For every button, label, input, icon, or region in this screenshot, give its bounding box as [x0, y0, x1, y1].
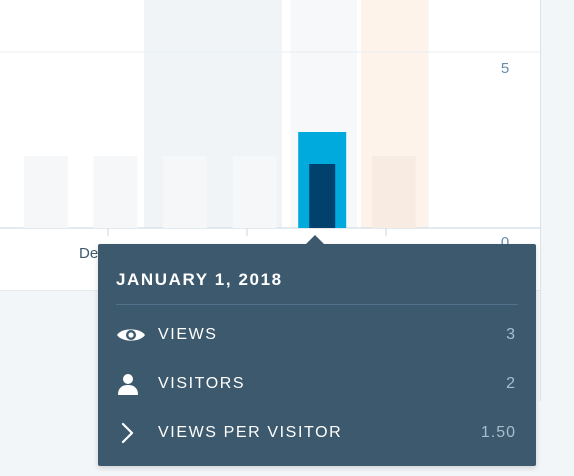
eye-icon — [116, 323, 146, 347]
empty-bar — [371, 156, 416, 228]
tooltip-row-value: 3 — [506, 326, 516, 343]
tooltip-row-value: 2 — [506, 375, 516, 392]
tooltip-row-visitors: VISITORS 2 — [116, 372, 516, 396]
tooltip-row-views-per-visitor: VIEWS PER VISITOR 1.50 — [116, 421, 516, 445]
tooltip-date: JANUARY 1, 2018 — [116, 270, 283, 289]
chevron-right-icon — [116, 421, 146, 445]
empty-bar — [163, 156, 207, 228]
x-axis-tick-label: De — [79, 245, 98, 262]
tooltip-arrow — [306, 235, 324, 244]
bar-chart: 5 0 De — [0, 0, 540, 262]
tooltip-row-label: VIEWS — [158, 326, 218, 343]
person-icon — [116, 372, 146, 396]
y-axis-tick-label: 0 — [501, 234, 509, 251]
empty-bar — [23, 156, 68, 228]
y-axis-tick-label: 5 — [501, 60, 509, 77]
tooltip-row-label: VIEWS PER VISITOR — [158, 424, 343, 441]
stats-chart-card: 5 0 De — [0, 0, 541, 401]
tooltip-row-views: VIEWS 3 — [116, 323, 516, 347]
empty-bar — [93, 156, 138, 228]
tooltip-divider — [116, 304, 518, 305]
bar-chart-svg: 5 0 De — [0, 0, 540, 262]
visitors-bar — [309, 164, 336, 228]
tooltip-row-value: 1.50 — [480, 424, 516, 441]
chart-tooltip: JANUARY 1, 2018 VIEWS 3 VISITORS 2 — [98, 235, 536, 466]
empty-bar — [232, 156, 277, 228]
tooltip-row-label: VISITORS — [158, 375, 246, 392]
